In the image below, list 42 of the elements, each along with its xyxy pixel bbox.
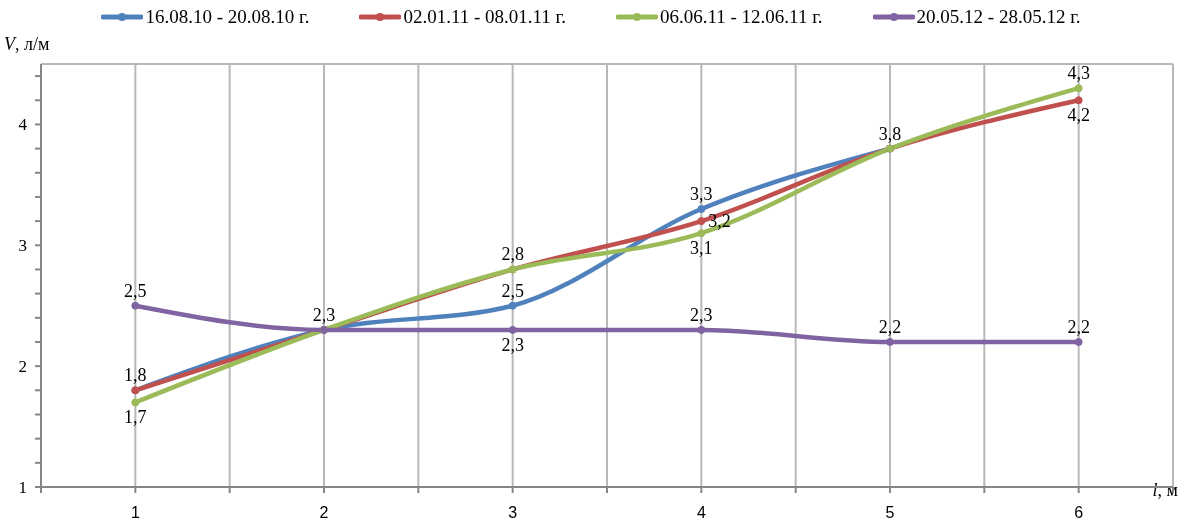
legend-label: 06.06.11 - 12.06.11 г. [660, 6, 823, 28]
x-tick-label: 4 [696, 504, 706, 520]
data-label: 4,3 [1067, 63, 1090, 84]
point [1074, 84, 1083, 93]
data-label: 1,7 [124, 407, 147, 428]
point [1074, 337, 1083, 346]
data-label: 2,5 [501, 280, 524, 301]
legend-label: 02.01.11 - 08.01.11 г. [403, 6, 566, 28]
data-label: 3,1 [690, 238, 713, 259]
data-label: 2,8 [501, 244, 524, 265]
y-tick-label: 2 [18, 357, 27, 377]
data-label: 2,5 [124, 280, 147, 301]
data-label: 2,2 [1067, 316, 1090, 337]
data-label: 1,8 [124, 365, 147, 386]
x-tick-label: 2 [319, 504, 329, 520]
point [1074, 96, 1083, 105]
x-tick-label: 1 [130, 504, 140, 520]
point [131, 301, 140, 310]
data-label: 2,3 [690, 304, 713, 325]
point [508, 325, 517, 334]
y-tick-label: 4 [18, 115, 28, 135]
y-tick-label: 1 [18, 477, 27, 497]
data-label: 3,3 [690, 184, 713, 205]
point [697, 217, 706, 226]
data-label: 2,3 [312, 304, 336, 325]
legend-label: 16.08.10 - 20.08.10 г. [145, 6, 310, 28]
y-axis-title: V, л/м [4, 34, 50, 54]
data-label: 4,2 [1067, 105, 1090, 126]
y-tick-label: 3 [18, 236, 27, 256]
x-tick-label: 6 [1074, 504, 1084, 520]
point [886, 337, 894, 346]
data-label: 2,2 [878, 316, 902, 337]
data-label: 2,3 [501, 334, 524, 355]
point [697, 229, 706, 238]
point [697, 325, 706, 334]
x-tick-label: 5 [885, 504, 895, 520]
point [697, 205, 706, 214]
point [508, 301, 517, 310]
data-label: 3,8 [878, 123, 902, 144]
x-tick-label: 3 [508, 504, 518, 520]
legend-label: 20.05.12 - 28.05.12 г. [916, 6, 1081, 28]
point [131, 398, 140, 407]
